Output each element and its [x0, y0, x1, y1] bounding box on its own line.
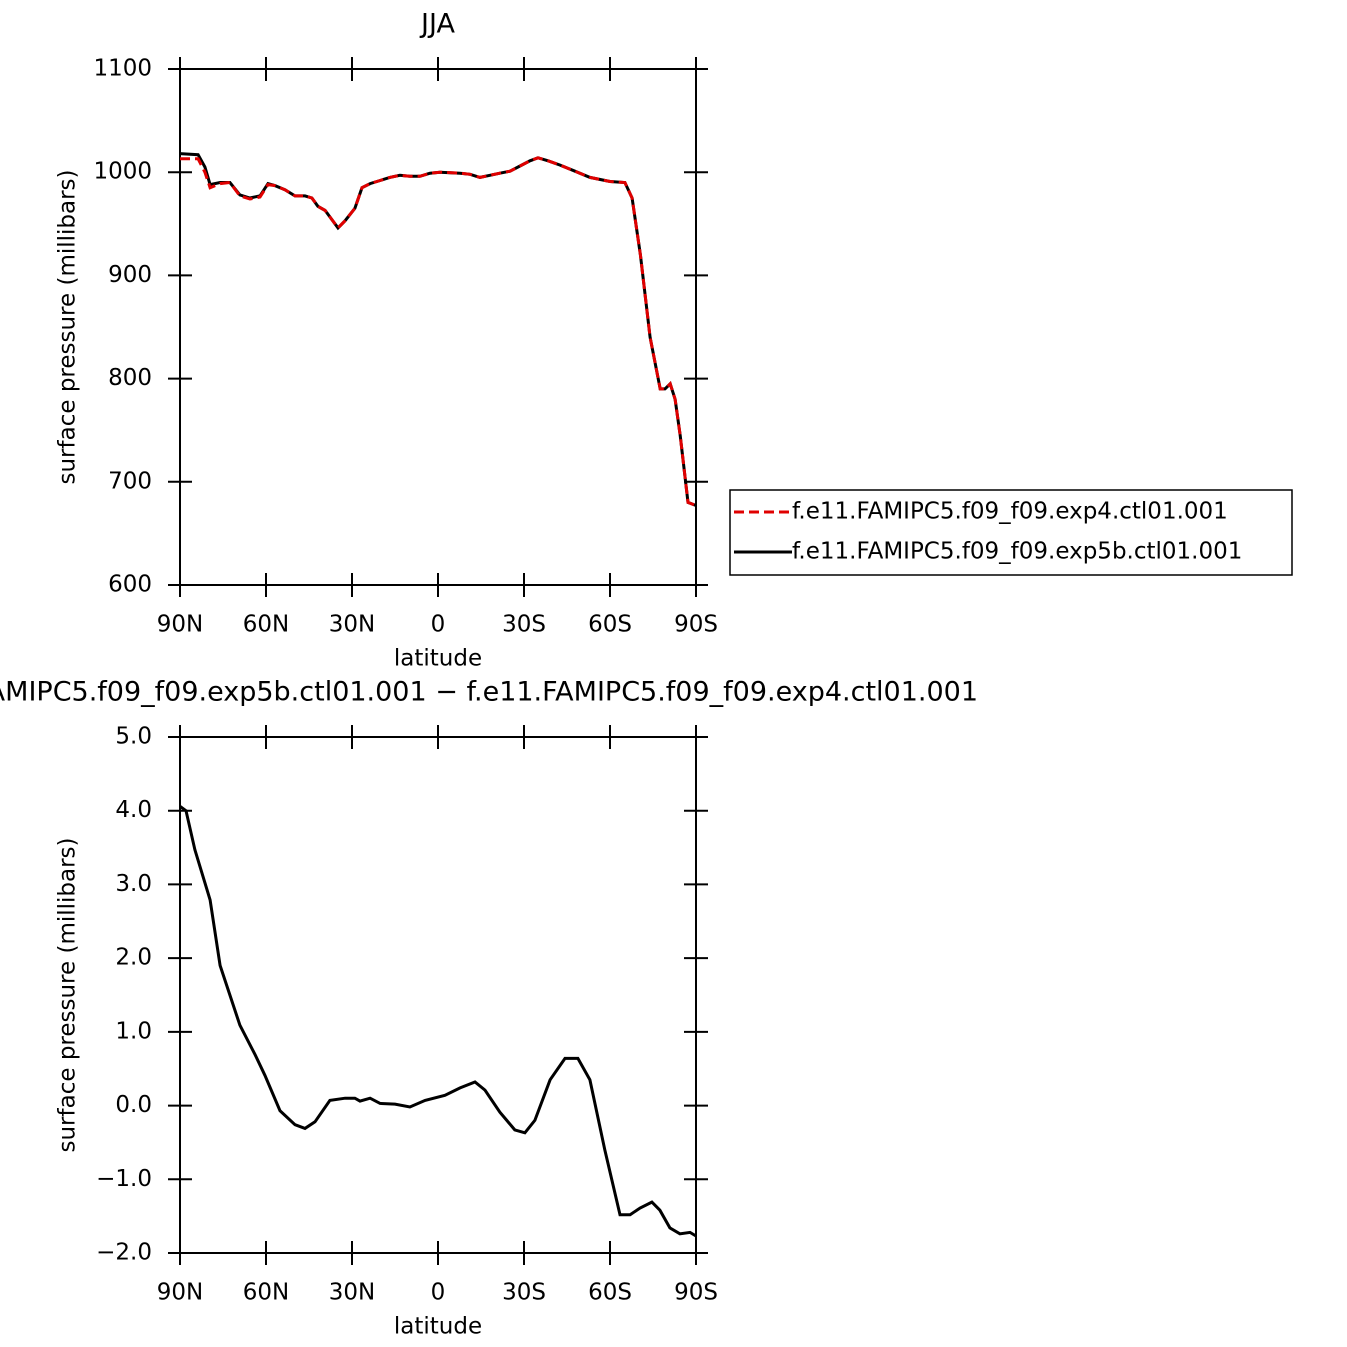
y-tick-label: 1100 [93, 56, 152, 82]
x-tick-label: 60N [243, 612, 289, 638]
y-tick-label: 0.0 [115, 1092, 152, 1118]
chart-title: f.e11.FAMIPC5.f09_f09.exp5b.ctl01.001 − … [0, 677, 978, 708]
y-tick-label: 800 [108, 365, 152, 391]
x-tick-label: 0 [431, 1280, 446, 1306]
legend-label: f.e11.FAMIPC5.f09_f09.exp4.ctl01.001 [792, 499, 1228, 525]
x-tick-label: 0 [431, 612, 446, 638]
y-tick-label: 700 [108, 468, 152, 494]
x-tick-label: 30S [502, 612, 546, 638]
x-tick-label: 30N [329, 612, 375, 638]
plot-frame [179, 68, 697, 586]
y-tick-label: 600 [108, 572, 152, 598]
y-tick-label: 4.0 [115, 797, 152, 823]
y-tick-label: −2.0 [96, 1240, 152, 1266]
chart-title: JJA [419, 9, 455, 40]
x-tick-label: 60S [588, 612, 632, 638]
y-tick-label: 2.0 [115, 945, 152, 971]
x-axis-label: latitude [394, 646, 482, 672]
y-tick-label: 1.0 [115, 1018, 152, 1044]
series-line [180, 156, 697, 507]
x-tick-label: 90S [674, 1280, 718, 1306]
y-tick-label: 3.0 [115, 871, 152, 897]
x-tick-label: 30N [329, 1280, 375, 1306]
y-tick-label: 900 [108, 262, 152, 288]
plot-frame [179, 736, 697, 1254]
y-axis-label: surface pressure (millibars) [55, 169, 81, 484]
y-tick-label: 1000 [93, 159, 152, 185]
legend-label: f.e11.FAMIPC5.f09_f09.exp5b.ctl01.001 [792, 539, 1242, 565]
x-tick-label: 90S [674, 612, 718, 638]
x-tick-label: 90N [157, 612, 203, 638]
y-tick-label: −1.0 [96, 1166, 152, 1192]
y-axis-label: surface pressure (millibars) [55, 837, 81, 1152]
legend-box [729, 489, 1293, 576]
x-tick-label: 60N [243, 1280, 289, 1306]
series-line [179, 805, 697, 1238]
x-tick-label: 30S [502, 1280, 546, 1306]
x-axis-label: latitude [394, 1314, 482, 1340]
y-tick-label: 5.0 [115, 724, 152, 750]
series-line [179, 152, 697, 507]
x-tick-label: 60S [588, 1280, 632, 1306]
x-tick-label: 90N [157, 1280, 203, 1306]
